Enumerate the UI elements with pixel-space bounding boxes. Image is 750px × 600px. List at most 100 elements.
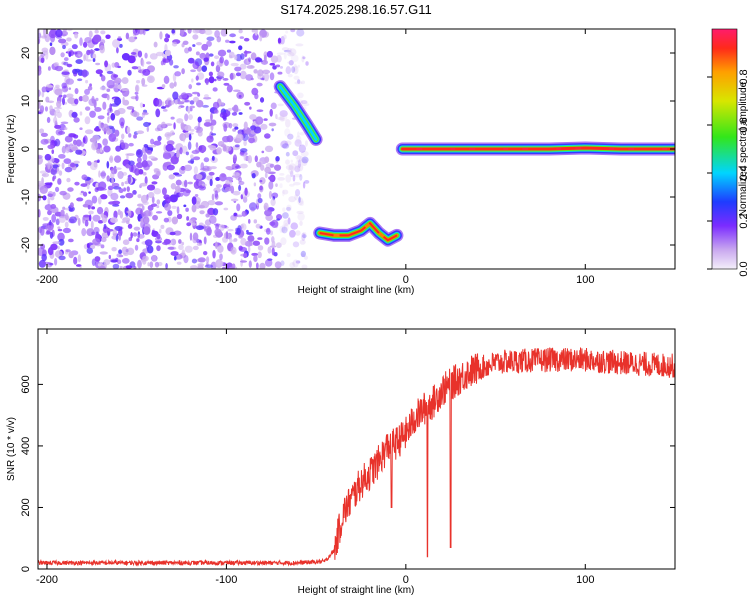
noise-blob: [68, 238, 74, 243]
colorbar-tick-label: 0.8: [738, 69, 750, 84]
noise-blob: [176, 261, 182, 265]
noise-blob: [259, 179, 263, 183]
noise-blob: [117, 171, 124, 179]
noise-blob: [247, 235, 255, 242]
noise-blob: [113, 77, 122, 84]
noise-blob: [73, 160, 80, 164]
noise-blob: [282, 207, 286, 212]
noise-blob: [52, 241, 61, 245]
noise-blob: [302, 181, 306, 189]
noise-blob: [232, 154, 238, 163]
noise-blob: [180, 29, 185, 36]
noise-blob: [173, 256, 177, 261]
noise-blob: [92, 53, 97, 60]
noise-blob: [302, 56, 306, 60]
noise-blob: [208, 71, 214, 77]
noise-blob: [244, 50, 248, 58]
noise-blob: [239, 36, 245, 39]
noise-blob: [143, 210, 152, 217]
noise-blob: [39, 170, 47, 174]
noise-blob: [41, 90, 45, 98]
snr-xtick-label: 0: [403, 574, 409, 586]
noise-blob: [91, 142, 98, 151]
noise-blob: [213, 109, 219, 114]
noise-blob: [153, 140, 162, 146]
noise-blob: [61, 71, 70, 76]
noise-blob: [111, 247, 117, 252]
noise-blob: [127, 223, 133, 229]
noise-blob: [191, 222, 197, 226]
noise-blob: [127, 175, 132, 185]
noise-blob: [257, 197, 263, 204]
noise-blob: [264, 209, 272, 217]
noise-blob: [189, 218, 196, 224]
noise-blob: [99, 188, 107, 191]
noise-blob: [298, 196, 301, 203]
noise-blob: [287, 217, 291, 225]
noise-blob: [40, 138, 49, 145]
noise-blob: [212, 87, 218, 92]
noise-blob: [152, 214, 158, 221]
noise-blob: [214, 55, 220, 60]
noise-blob: [42, 195, 47, 201]
noise-blob: [293, 181, 301, 186]
noise-blob: [148, 155, 156, 160]
noise-blob: [126, 186, 130, 192]
noise-blob: [143, 121, 151, 127]
noise-blob: [60, 52, 65, 58]
noise-blob: [157, 135, 162, 142]
noise-blob: [155, 211, 163, 214]
noise-blob: [100, 75, 106, 82]
noise-blob: [238, 29, 243, 34]
noise-blob: [187, 57, 195, 64]
noise-blob: [275, 113, 278, 120]
noise-blob: [146, 150, 153, 155]
noise-blob: [54, 186, 60, 193]
noise-blob: [172, 172, 180, 176]
noise-blob: [103, 145, 111, 153]
noise-blob: [244, 101, 251, 106]
noise-blob: [253, 219, 258, 224]
noise-blob: [225, 165, 233, 170]
noise-blob: [300, 150, 309, 157]
noise-blob: [64, 221, 69, 228]
noise-blob: [197, 130, 203, 137]
noise-blob: [233, 212, 238, 217]
noise-blob: [189, 232, 193, 241]
noise-blob: [40, 132, 48, 137]
snr-axes: -200 -100 0 100 0 200 400 600: [20, 329, 675, 586]
noise-blob: [113, 210, 118, 219]
noise-blob: [38, 154, 43, 159]
noise-blob: [150, 138, 155, 145]
noise-blob: [106, 79, 115, 89]
noise-blob: [297, 197, 304, 206]
noise-blob: [81, 94, 89, 103]
noise-blob: [74, 181, 80, 186]
noise-blob: [297, 159, 302, 168]
noise-blob: [264, 145, 274, 153]
noise-blob: [117, 84, 122, 90]
noise-blob: [88, 214, 92, 222]
noise-blob: [92, 58, 96, 62]
noise-blob: [121, 77, 129, 84]
noise-blob: [98, 181, 107, 190]
noise-blob: [222, 135, 230, 143]
noise-blob: [191, 91, 200, 95]
noise-blob: [250, 125, 257, 131]
noise-blob: [186, 222, 192, 227]
noise-blob: [195, 225, 204, 231]
noise-blob: [238, 112, 243, 115]
noise-blob: [216, 36, 222, 43]
noise-blob: [294, 188, 301, 197]
noise-blob: [253, 182, 257, 187]
noise-blob: [114, 129, 120, 137]
noise-blob: [251, 29, 256, 33]
noise-blob: [214, 30, 221, 38]
noise-blob: [263, 202, 269, 211]
noise-blob: [101, 214, 108, 224]
noise-blob: [121, 53, 130, 61]
noise-blob: [103, 223, 107, 229]
noise-blob: [285, 118, 291, 128]
noise-blob: [41, 261, 50, 265]
noise-blob: [65, 78, 74, 85]
